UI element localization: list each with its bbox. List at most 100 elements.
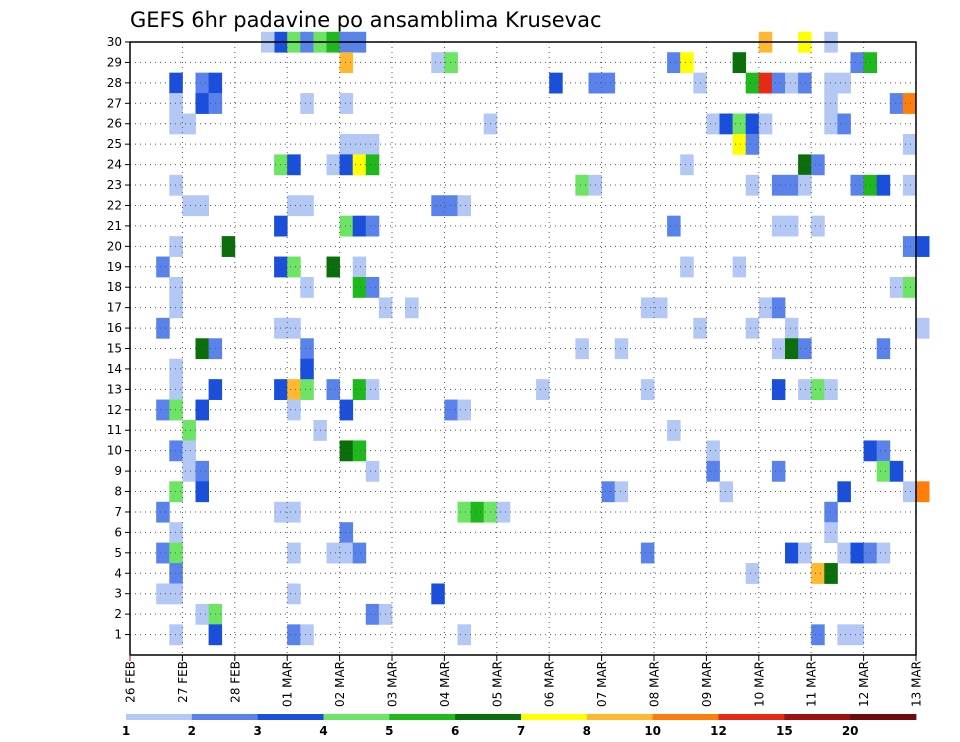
y-tick-label: 18	[107, 280, 122, 294]
y-tick-label: 27	[107, 96, 122, 110]
heatmap-cell	[837, 481, 851, 503]
colorbar-label: 2	[188, 724, 196, 738]
heatmap-cell	[339, 154, 354, 176]
heatmap-cell	[169, 297, 183, 319]
heatmap-cell	[457, 624, 471, 646]
heatmap-cell	[850, 52, 864, 74]
heatmap-cell	[745, 72, 760, 94]
heatmap-cell	[339, 399, 354, 421]
y-tick-label: 10	[107, 444, 122, 458]
y-tick-label: 13	[107, 382, 122, 396]
x-tick-label: 07 MAR	[595, 661, 609, 707]
heatmap-cell	[902, 276, 917, 298]
y-tick-label: 16	[107, 321, 122, 335]
heatmap-cell	[798, 174, 812, 196]
heatmap-cell	[182, 195, 196, 217]
heatmap-cell	[785, 317, 799, 339]
heatmap-cell	[287, 399, 301, 421]
y-tick-label: 12	[107, 403, 122, 417]
heatmap-cell	[339, 542, 354, 564]
y-tick-label: 6	[114, 525, 122, 539]
y-tick-label: 30	[107, 35, 122, 49]
heatmap-cell	[889, 276, 904, 298]
y-tick-label: 7	[114, 505, 122, 519]
heatmap-cell	[916, 481, 930, 503]
heatmap-cell	[195, 481, 209, 503]
heatmap-cell	[287, 195, 301, 217]
heatmap-cell	[156, 317, 170, 339]
heatmap-cell	[745, 317, 760, 339]
x-tick-label: 06 MAR	[543, 661, 557, 707]
colorbar-swatch	[389, 714, 456, 720]
heatmap-cell	[785, 338, 799, 360]
heatmap-cell	[300, 624, 314, 646]
heatmap-cell	[889, 93, 904, 114]
colorbar-label: 5	[385, 724, 393, 738]
heatmap-cell	[732, 256, 747, 278]
heatmap-cell	[614, 481, 629, 503]
heatmap-cell	[339, 440, 354, 462]
heatmap-cell	[811, 154, 825, 176]
heatmap-cell	[156, 583, 170, 605]
x-tick-label: 13 MAR	[910, 661, 924, 707]
heatmap-cell	[902, 93, 917, 114]
heatmap-cell	[326, 379, 340, 400]
heatmap-cell	[182, 113, 196, 135]
heatmap-cell	[771, 215, 786, 237]
heatmap-cell	[287, 256, 301, 278]
colorbar-label: 12	[710, 724, 727, 738]
heatmap-cell	[771, 338, 786, 360]
heatmap-cell	[667, 215, 681, 237]
heatmap-cell	[824, 72, 838, 94]
heatmap-cell	[444, 399, 458, 421]
heatmap-cell	[798, 379, 812, 400]
colorbar-swatch	[126, 714, 193, 720]
heatmap-cell	[287, 501, 301, 523]
colorbar-swatch	[652, 714, 719, 720]
heatmap-cell	[326, 256, 340, 278]
heatmap-cell	[352, 542, 367, 564]
y-tick-label: 5	[114, 546, 122, 560]
heatmap-cell	[916, 317, 930, 339]
heatmap-cell	[824, 379, 838, 400]
heatmap-cell	[785, 215, 799, 237]
heatmap-cell	[732, 52, 747, 74]
y-tick-label: 23	[107, 178, 122, 192]
heatmap-cell	[169, 379, 183, 400]
heatmap-cell	[719, 113, 733, 135]
heatmap-cell	[457, 501, 471, 523]
heatmap-cell	[706, 113, 720, 135]
y-tick-label: 24	[107, 158, 122, 172]
heatmap-cell	[182, 460, 196, 482]
heatmap-cell	[352, 256, 367, 278]
y-tick-label: 1	[114, 628, 122, 642]
colorbar-swatch	[455, 714, 522, 720]
heatmap-cell	[902, 236, 917, 257]
colorbar-swatch	[521, 714, 588, 720]
heatmap-cell	[169, 542, 183, 564]
heatmap-cells	[156, 31, 930, 646]
heatmap-cell	[365, 215, 380, 237]
heatmap-cell	[287, 624, 301, 646]
heatmap-cell	[719, 481, 733, 503]
heatmap-cell	[706, 440, 720, 462]
heatmap-cell	[902, 481, 917, 503]
colorbar-swatch	[191, 714, 259, 720]
y-tick-label: 8	[114, 485, 122, 499]
grid-lines	[130, 41, 916, 655]
heatmap-cell	[339, 522, 354, 544]
heatmap-cell	[352, 440, 367, 462]
colorbar-label: 4	[319, 724, 327, 738]
heatmap-cell	[156, 256, 170, 278]
heatmap-cell	[680, 154, 694, 176]
heatmap-cell	[798, 338, 812, 360]
heatmap-cell	[169, 276, 183, 298]
heatmap-cell	[405, 297, 419, 319]
heatmap-cell	[785, 72, 799, 94]
colorbar-swatch	[257, 714, 324, 720]
y-tick-label: 2	[114, 607, 122, 621]
heatmap-cell	[365, 154, 380, 176]
heatmap-cell	[352, 379, 367, 400]
heatmap-cell	[824, 563, 838, 584]
heatmap-cell	[156, 399, 170, 421]
